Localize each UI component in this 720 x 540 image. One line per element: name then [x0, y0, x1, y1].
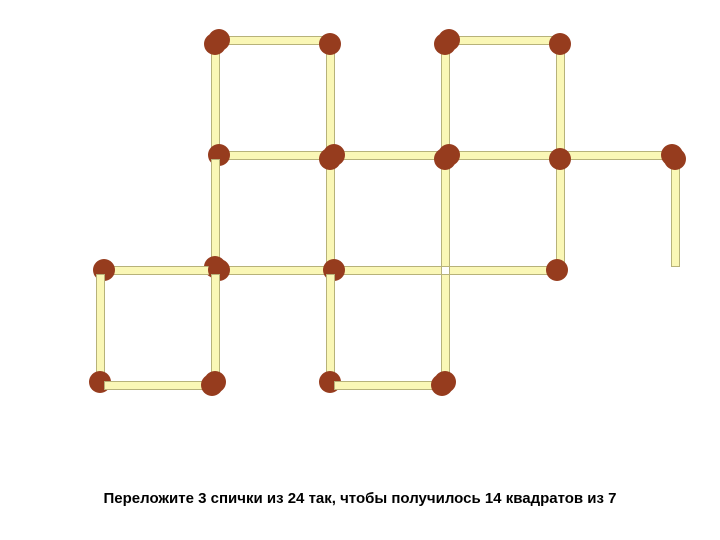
match-stick	[441, 274, 450, 382]
match-stick	[556, 159, 565, 267]
match-stick	[219, 36, 327, 45]
match-head	[319, 33, 341, 55]
matchstick-puzzle: Переложите 3 спички из 24 так, чтобы пол…	[0, 0, 720, 540]
match-stick	[211, 274, 220, 382]
match-stick	[104, 381, 212, 390]
match-head	[319, 148, 341, 170]
match-stick	[556, 44, 565, 152]
match-stick	[449, 266, 557, 275]
match-stick	[449, 36, 557, 45]
match-stick	[441, 44, 450, 152]
match-stick	[326, 44, 335, 152]
match-stick	[334, 266, 442, 275]
match-head	[431, 374, 453, 396]
match-head	[549, 33, 571, 55]
match-stick	[334, 381, 442, 390]
match-stick	[96, 274, 105, 382]
match-stick	[326, 274, 335, 382]
match-stick	[219, 266, 327, 275]
match-stick	[326, 159, 335, 267]
match-head	[434, 33, 456, 55]
match-head	[204, 33, 226, 55]
match-stick	[441, 159, 450, 267]
match-stick	[104, 266, 212, 275]
puzzle-caption: Переложите 3 спички из 24 так, чтобы пол…	[0, 490, 720, 507]
match-stick	[449, 151, 557, 160]
match-stick	[211, 44, 220, 152]
match-head	[549, 148, 571, 170]
match-head	[434, 148, 456, 170]
match-head	[546, 259, 568, 281]
match-stick	[219, 151, 327, 160]
match-stick	[564, 151, 672, 160]
match-stick	[334, 151, 442, 160]
match-stick	[671, 159, 680, 267]
match-stick	[211, 159, 220, 267]
match-head	[664, 148, 686, 170]
match-head	[201, 374, 223, 396]
